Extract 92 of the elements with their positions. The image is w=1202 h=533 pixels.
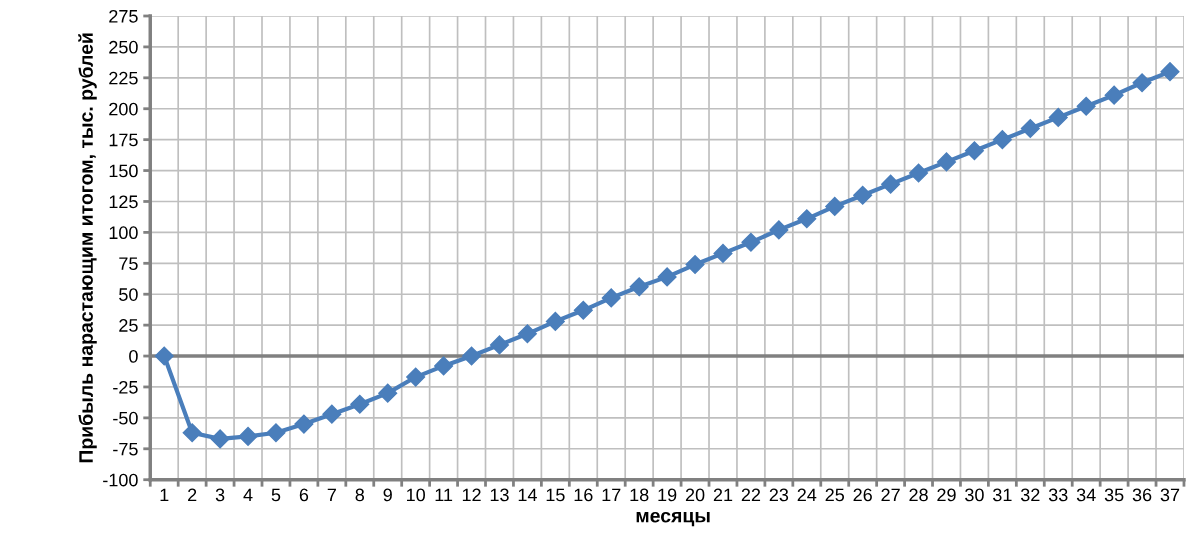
point [964, 141, 984, 161]
point [434, 356, 454, 376]
point [210, 429, 230, 449]
x-tick-label: 1 [160, 488, 169, 502]
y-tick-label: 50 [119, 288, 138, 301]
point [154, 346, 174, 366]
x-tick-label: 8 [355, 488, 365, 502]
point [992, 130, 1012, 150]
point [1020, 118, 1040, 139]
point [601, 288, 621, 308]
point [629, 277, 649, 297]
x-tick-label: 33 [1048, 488, 1068, 502]
x-tick-label: 36 [1132, 488, 1152, 502]
x-tick-label: 29 [937, 488, 956, 502]
y-axis-title: Прибыль нарастающим итогом, тыс. рублей [78, 33, 97, 463]
x-tick-label: 22 [741, 488, 761, 502]
y-tick-label: -75 [113, 442, 138, 456]
point [657, 267, 677, 287]
point [1048, 107, 1068, 127]
x-tick-label: 17 [602, 488, 621, 502]
point [1076, 96, 1096, 116]
point [350, 394, 370, 414]
point [378, 383, 398, 403]
x-tick-label: 20 [685, 488, 705, 502]
y-tick-label: 275 [109, 9, 138, 23]
point [797, 209, 817, 229]
x-tick-label: 23 [769, 488, 789, 502]
x-tick-label: 35 [1104, 488, 1124, 502]
x-tick-label: 10 [407, 488, 425, 502]
x-tick-label: 24 [797, 488, 817, 502]
point [936, 152, 957, 172]
x-tick-label: 18 [630, 488, 649, 502]
point [881, 174, 901, 194]
point [294, 414, 314, 434]
x-tick-label: 32 [1020, 488, 1040, 502]
y-tick-label: 225 [109, 71, 138, 85]
y-tick-label: 75 [119, 257, 138, 271]
x-tick-label: 25 [825, 488, 845, 502]
point [238, 426, 258, 446]
point [685, 255, 705, 275]
x-tick-label: 27 [881, 488, 900, 502]
x-tick-label: 30 [965, 488, 984, 502]
x-tick-label: 2 [188, 488, 197, 502]
point [517, 324, 537, 344]
y-tick-label: 25 [119, 319, 138, 332]
point [909, 163, 929, 183]
point [853, 185, 873, 205]
x-tick-label: 21 [713, 488, 733, 502]
x-tick-label: 26 [853, 488, 872, 502]
y-tick-label: 250 [109, 40, 138, 54]
point [545, 311, 565, 331]
point [1160, 62, 1180, 82]
y-tick-label: 150 [109, 164, 138, 178]
point [266, 423, 286, 443]
x-tick-label: 6 [299, 488, 309, 502]
x-tick-label: 13 [490, 488, 509, 502]
y-tick-label: 125 [109, 195, 138, 209]
point [406, 367, 426, 387]
point [1104, 85, 1124, 105]
y-tick-label: 175 [109, 133, 138, 147]
point [741, 232, 761, 252]
x-tick-label: 34 [1076, 488, 1096, 502]
x-tick-label: 4 [243, 488, 253, 502]
y-tick-label: -100 [103, 473, 138, 487]
x-tick-label: 11 [435, 488, 453, 502]
x-tick-label: 9 [383, 488, 392, 502]
point [462, 346, 482, 366]
y-tick-label: 100 [109, 226, 138, 240]
point [1132, 73, 1152, 93]
x-tick-label: 14 [518, 488, 537, 502]
point [713, 243, 733, 263]
point [825, 196, 845, 216]
x-tick-label: 31 [993, 488, 1012, 502]
point [573, 300, 593, 320]
x-tick-label: 19 [658, 488, 677, 502]
x-tick-label: 28 [909, 488, 928, 502]
x-tick-label: 16 [574, 488, 593, 502]
x-tick-label: 37 [1160, 488, 1180, 502]
point [182, 423, 202, 443]
x-axis-title: месяцы [636, 511, 710, 527]
y-tick-label: -50 [113, 411, 138, 425]
point [769, 220, 789, 240]
point [489, 335, 510, 355]
point [322, 404, 342, 424]
x-tick-label: 15 [546, 488, 565, 502]
x-tick-label: 3 [215, 488, 225, 502]
y-tick-label: -25 [113, 380, 138, 394]
x-tick-label: 5 [271, 488, 281, 502]
x-tick-label: 7 [327, 488, 336, 502]
y-tick-label: 200 [109, 102, 138, 116]
x-tick-label: 12 [462, 488, 481, 502]
y-tick-label: 0 [129, 349, 138, 363]
